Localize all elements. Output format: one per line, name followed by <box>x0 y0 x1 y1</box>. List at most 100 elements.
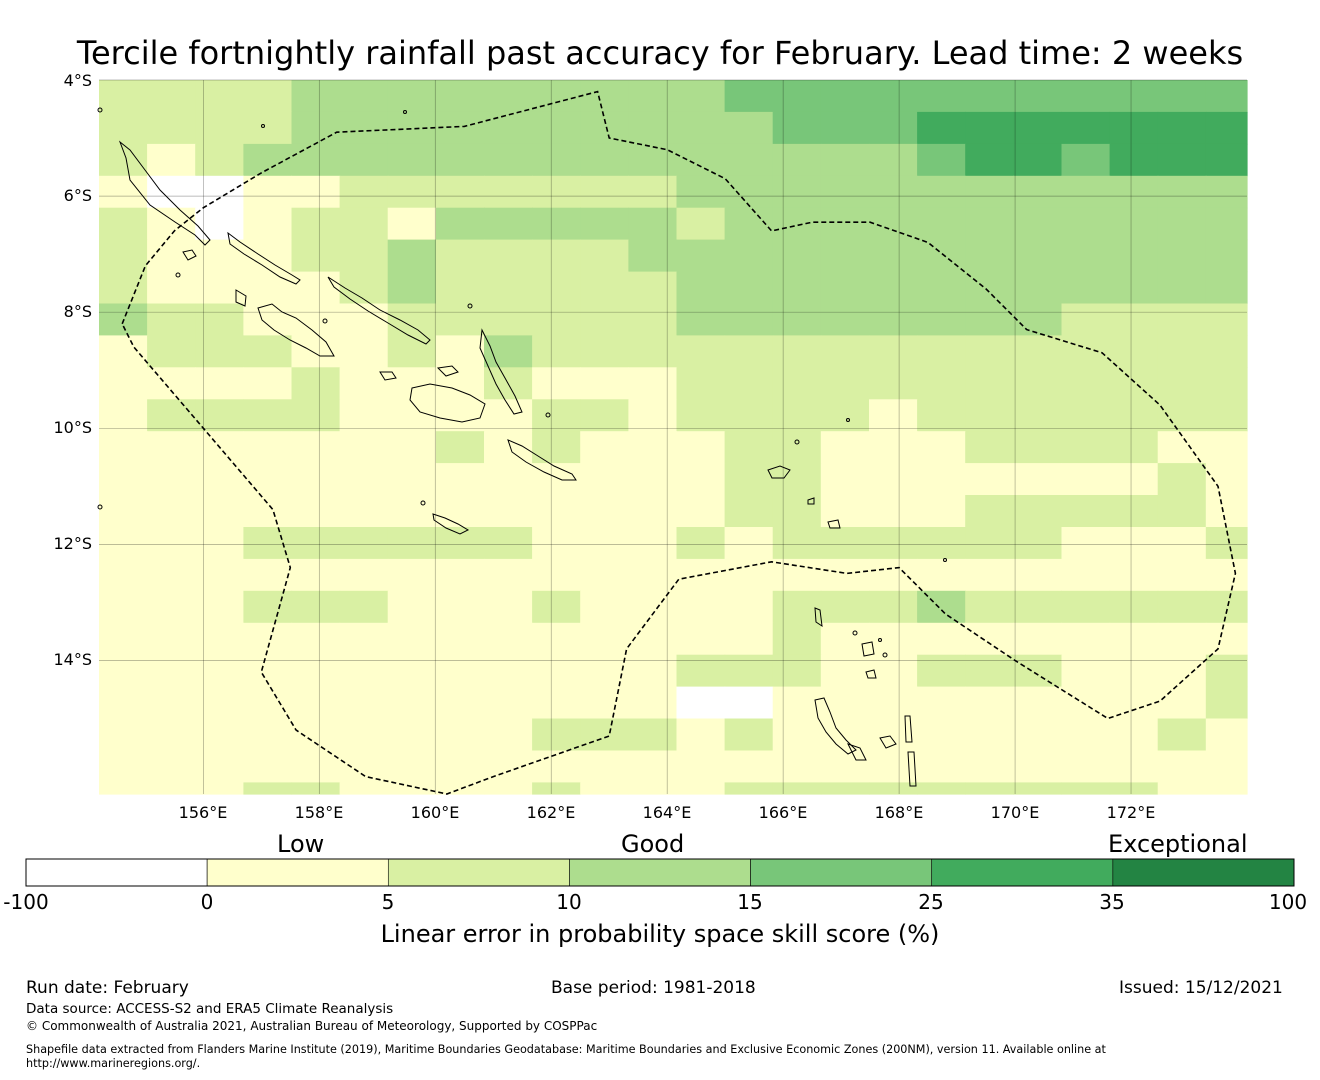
grid-cell <box>484 527 533 560</box>
grid-cell <box>1013 686 1062 720</box>
grid-cell <box>484 590 533 624</box>
grid-cell <box>243 622 293 656</box>
grid-cell <box>628 431 678 464</box>
grid-cell <box>387 718 437 751</box>
grid-cell <box>869 399 918 432</box>
grid-cell <box>435 111 485 145</box>
grid-cell <box>147 622 196 656</box>
grid-cell <box>1061 750 1111 783</box>
grid-cell <box>195 750 244 783</box>
grid-cell <box>869 367 918 400</box>
grid-cell <box>1013 750 1062 783</box>
grid-cell <box>147 271 196 305</box>
grid-cell <box>243 463 293 496</box>
grid-cell <box>1013 718 1062 751</box>
grid-cell <box>965 463 1014 496</box>
grid-cell <box>99 558 148 592</box>
grid-cell <box>965 335 1014 368</box>
grid-cell <box>869 239 918 273</box>
grid-cell <box>99 335 148 368</box>
grid-cell <box>820 399 870 432</box>
colorbar-tick: 10 <box>556 890 582 914</box>
grid-cell <box>532 335 581 368</box>
grid-cell <box>99 111 148 145</box>
grid-cell <box>1205 335 1248 368</box>
grid-cell <box>965 143 1014 177</box>
grid-cell <box>195 303 244 336</box>
grid-cell <box>580 463 629 496</box>
category-good: Good <box>621 830 685 858</box>
grid-cell <box>676 495 726 528</box>
grid-cell <box>147 750 196 783</box>
islet <box>545 412 551 418</box>
grid-cell <box>1061 654 1111 688</box>
grid-cell <box>195 622 244 656</box>
grid-cell <box>147 143 196 177</box>
grid-cell <box>1157 143 1207 177</box>
grid-cell <box>1109 718 1159 751</box>
grid-cell <box>869 303 918 336</box>
island-malaita <box>479 328 523 415</box>
grid-cell <box>484 207 533 241</box>
grid-cell <box>820 335 870 368</box>
grid-cell <box>724 622 774 656</box>
grid-cell <box>291 271 341 305</box>
grid-cell <box>1205 558 1248 592</box>
grid-cell <box>917 558 966 592</box>
grid-cell <box>676 463 726 496</box>
grid-cell <box>772 303 822 336</box>
grid-cell <box>628 399 678 432</box>
grid-cell <box>435 367 485 400</box>
grid-cell <box>965 367 1014 400</box>
grid-cell <box>435 622 485 656</box>
grid-cell <box>195 558 244 592</box>
grid-cell <box>387 622 437 656</box>
grid-cell <box>387 495 437 528</box>
grid-cell <box>243 686 293 720</box>
grid-cell <box>243 207 293 241</box>
grid-cell <box>1061 590 1111 624</box>
grid-cell <box>1205 399 1248 432</box>
grid-cell <box>1205 686 1248 720</box>
grid-cell <box>869 686 918 720</box>
grid-cell <box>387 527 437 560</box>
grid-cell <box>1109 143 1159 177</box>
grid-cell <box>917 495 966 528</box>
islet <box>175 272 181 278</box>
grid-cell <box>339 463 389 496</box>
grid-cell <box>291 463 341 496</box>
island-ambae <box>879 735 897 749</box>
grid-cell <box>1157 782 1207 795</box>
grid-cell <box>869 463 918 496</box>
grid-cell <box>820 239 870 273</box>
lon-label-158e: 158°E <box>294 803 344 822</box>
grid-cell <box>1157 111 1207 145</box>
grid-cell <box>99 686 148 720</box>
grid-cell <box>580 431 629 464</box>
grid-cell <box>195 686 244 720</box>
grid-cell <box>195 654 244 688</box>
grid-cell <box>435 80 485 113</box>
grid-cell <box>1109 111 1159 145</box>
lat-label-6s: 6°S <box>63 186 92 205</box>
grid-cell <box>1205 431 1248 464</box>
grid-cell <box>1205 622 1248 656</box>
grid-cell <box>291 750 341 783</box>
grid-cell <box>435 239 485 273</box>
grid-cell <box>387 111 437 145</box>
grid-cell <box>339 782 389 795</box>
grid-cell <box>917 463 966 496</box>
grid-cell <box>339 590 389 624</box>
grid-cell <box>99 527 148 560</box>
grid-cell <box>724 431 774 464</box>
grid-cell <box>676 335 726 368</box>
grid-cell <box>724 782 774 795</box>
grid-cell <box>628 463 678 496</box>
grid-cell <box>869 527 918 560</box>
grid-cell <box>339 527 389 560</box>
island-malekula-north <box>847 743 867 761</box>
grid-cell <box>1109 271 1159 305</box>
grid-cell <box>965 718 1014 751</box>
coastlines <box>97 107 947 787</box>
